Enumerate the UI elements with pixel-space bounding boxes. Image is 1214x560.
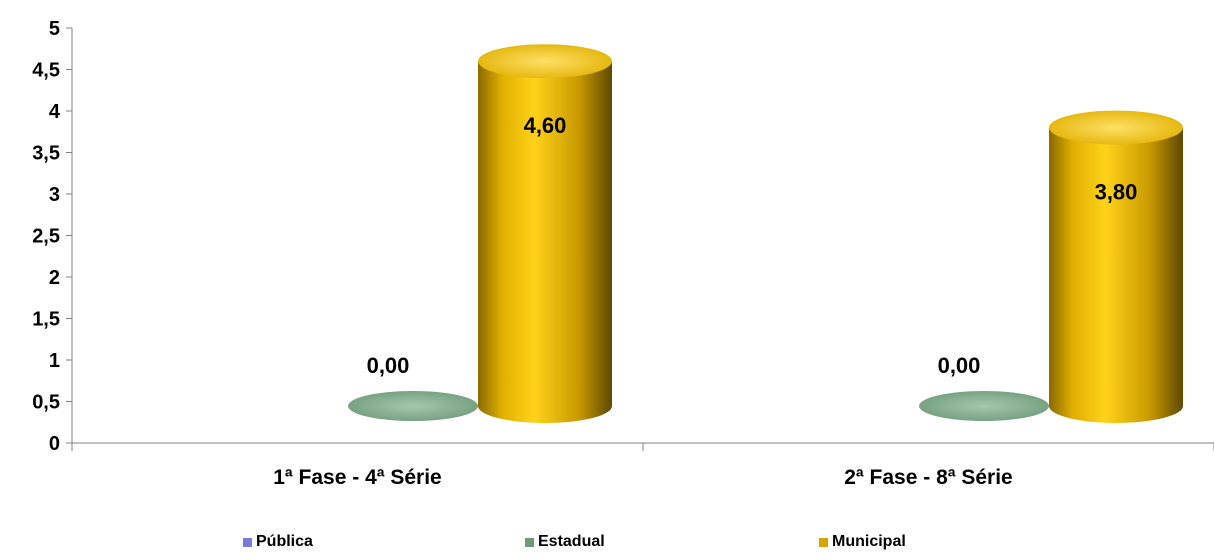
bar-municipal	[1049, 127, 1183, 423]
legend-item-estadual: Estadual	[525, 533, 605, 551]
legend-label: Estadual	[538, 533, 605, 550]
y-tick-label: 3	[49, 184, 60, 206]
bar-estadual	[919, 391, 1049, 421]
y-tick-label: 0,5	[32, 392, 60, 414]
y-tick-label: 0	[49, 433, 60, 455]
y-tick-label: 1	[49, 350, 60, 372]
bar-municipal	[478, 61, 612, 423]
y-tick-label: 1,5	[32, 309, 60, 331]
legend-item-pública: Pública	[243, 533, 313, 551]
category-label: 2ª Fase - 8ª Série	[844, 466, 1012, 489]
legend-swatch	[525, 537, 534, 547]
category-label: 1ª Fase - 4ª Série	[273, 466, 441, 489]
bar-municipal-top	[478, 44, 612, 79]
y-tick-label: 3,5	[32, 143, 60, 165]
y-tick-label: 4,5	[32, 60, 60, 82]
y-tick-label: 5	[49, 18, 60, 40]
data-label-estadual: 0,00	[938, 353, 981, 378]
data-label-municipal: 3,80	[1095, 180, 1138, 205]
legend-item-municipal: Municipal	[819, 533, 906, 551]
data-label-estadual: 0,00	[367, 353, 410, 378]
legend-swatch	[819, 537, 828, 547]
legend: Pública Estadual Municipal	[0, 533, 1214, 553]
legend-label: Pública	[256, 533, 313, 550]
legend-swatch	[243, 537, 252, 547]
y-tick-label: 2,5	[32, 226, 60, 248]
y-tick-label: 4	[49, 101, 61, 123]
legend-label: Municipal	[832, 533, 906, 550]
y-tick-label: 2	[49, 267, 60, 289]
bar-municipal-top	[1049, 110, 1183, 145]
bar-estadual	[348, 391, 478, 421]
data-label-municipal: 4,60	[524, 113, 567, 138]
